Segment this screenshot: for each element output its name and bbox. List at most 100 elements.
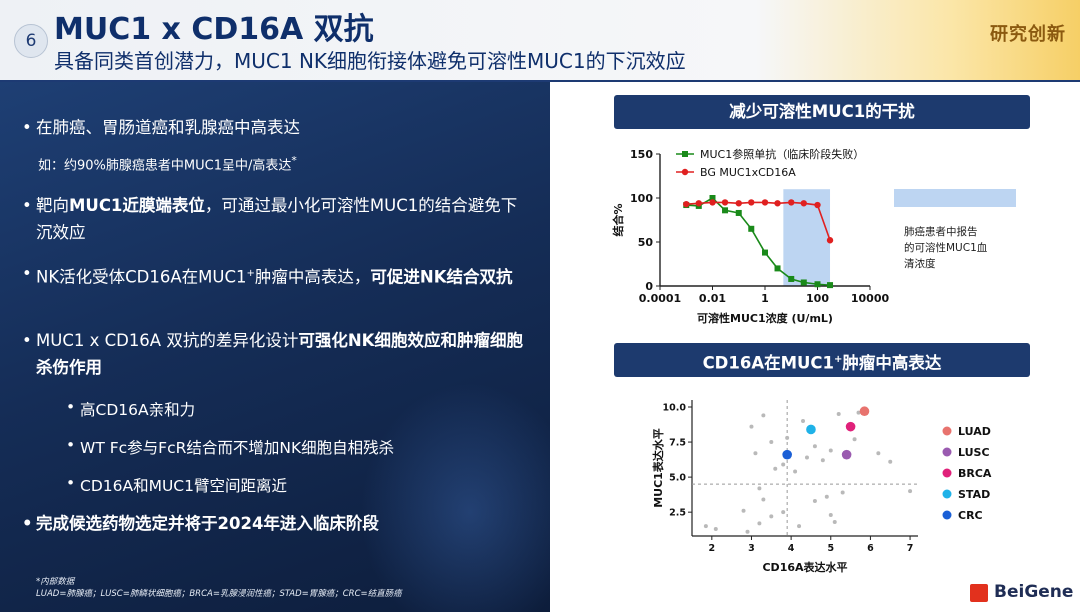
- data-point-square: [762, 249, 768, 256]
- bullet-text: 肿瘤中高表达，: [254, 267, 371, 287]
- note-superscript: *: [291, 154, 297, 167]
- band-legend-swatch: [894, 189, 1016, 207]
- header-divider: [0, 80, 1080, 82]
- legend-marker: [942, 489, 952, 499]
- data-point-square: [774, 265, 781, 272]
- chart2-heading-text: CD16A在MUC1: [702, 353, 835, 373]
- legend-label: BRCA: [958, 467, 992, 480]
- data-point-circle: [695, 200, 702, 207]
- legend-marker: [682, 151, 688, 157]
- tumor-type-point: [908, 489, 913, 494]
- tumor-type-point: [749, 424, 754, 429]
- x-axis-label: 可溶性MUC1浓度 (U/mL): [697, 311, 833, 325]
- bullet-dot: •: [66, 398, 76, 416]
- tumor-type-point: [840, 490, 845, 495]
- data-point-square: [748, 225, 755, 232]
- bullet-text-bold: MUC1近膜端表位: [69, 196, 205, 215]
- slide-title: MUC1 x CD16A 双抗: [54, 12, 374, 47]
- bullet-text: 完成候选药物选定并将于: [36, 514, 218, 533]
- x-tick-label: 4: [788, 543, 795, 554]
- tumor-type-point: [824, 494, 829, 499]
- y-axis-label: 结合%: [611, 203, 625, 237]
- note-text: 如：约90%肺腺癌患者中MUC1呈中/高表达: [38, 158, 292, 174]
- sub-bullet-affinity: • 高CD16A亲和力: [66, 398, 195, 420]
- bullet-dot: •: [22, 196, 32, 215]
- data-point-square: [800, 279, 807, 286]
- y-tick-label: 7.5: [669, 438, 686, 449]
- tumor-type-point: [761, 497, 766, 502]
- y-axis-label: MUC1表达水平: [651, 428, 665, 508]
- legend-label: BG MUC1xCD16A: [700, 166, 796, 179]
- tumor-type-point: [773, 466, 778, 471]
- legend-label: LUAD: [958, 425, 991, 438]
- tumor-type-point: [836, 412, 841, 417]
- tumor-type-point: [713, 526, 718, 531]
- slide-subtitle: 具备同类首创潜力，MUC1 NK细胞衔接体避免可溶性MUC1的下沉效应: [54, 49, 686, 73]
- data-point-circle: [800, 200, 807, 207]
- tumor-type-point: [769, 514, 774, 519]
- legend-marker: [942, 468, 952, 478]
- slide-number-badge: 6: [14, 24, 48, 58]
- tumor-type-point: [801, 419, 806, 424]
- highlight-point-stad: [806, 424, 816, 435]
- chart2-heading-superscript: +: [834, 354, 843, 365]
- tumor-type-point: [781, 462, 786, 467]
- bullet-design: • MUC1 x CD16A 双抗的差异化设计可强化NK细胞效应和肿瘤细胞杀伤作…: [22, 327, 526, 381]
- y-tick-label: 10.0: [663, 403, 687, 414]
- chart1-heading: 减少可溶性MUC1的干扰: [614, 95, 1030, 129]
- tumor-type-point: [820, 458, 825, 463]
- footnote-source: *内部数据: [36, 577, 75, 587]
- data-point-circle: [774, 200, 781, 207]
- tumor-type-point: [757, 521, 762, 526]
- highlight-point-luad: [859, 406, 870, 417]
- legend-label: MUC1参照单抗（临床阶段失败）: [700, 147, 864, 161]
- x-tick-label: 0.01: [699, 292, 726, 305]
- x-tick-label: 100: [806, 292, 829, 305]
- tumor-type-point: [852, 437, 857, 442]
- tumor-type-point: [888, 459, 893, 464]
- highlight-point-crc: [782, 449, 792, 460]
- highlight-point-brca: [845, 421, 856, 432]
- y-tick-label: 50: [638, 236, 654, 249]
- tumor-type-point: [832, 519, 837, 524]
- x-tick-label: 3: [748, 543, 755, 554]
- x-tick-label: 0.0001: [639, 292, 681, 305]
- bullet-text: 靶向: [36, 196, 69, 215]
- tumor-type-point: [781, 510, 786, 515]
- x-tick-label: 10000: [851, 292, 890, 305]
- legend-marker: [942, 447, 952, 457]
- bullet-dot: •: [66, 474, 76, 492]
- data-point-circle: [709, 199, 716, 206]
- expression-scatter-chart: 2.5 5.0 7.5 10.0 2 3 4 5 6 7 CD16A表达水平 MUC1表达水平 LUAD…: [651, 400, 992, 574]
- bullet-text: MUC1 x CD16A 双抗的差异化设计: [36, 331, 299, 350]
- binding-curve-chart: 0 50 100 150 0.0001 0.01 1 100 10000 可溶性MUC1浓度 (U…: [611, 147, 1016, 325]
- tumor-type-point: [785, 435, 790, 440]
- note-luad: 如：约90%肺腺癌患者中MUC1呈中/高表达*: [38, 154, 297, 173]
- tumor-type-point: [757, 486, 762, 491]
- bullet-text-bold: 可强化NK细胞效应: [298, 331, 441, 350]
- x-tick-label: 5: [827, 543, 834, 554]
- tumor-type-point: [703, 524, 708, 529]
- bullet-text-bold: 和肿瘤细胞杀伤作用: [36, 331, 523, 377]
- chart2-heading-text: 肿瘤中高表达: [842, 353, 942, 373]
- sub-bullet-fc: • WT Fc参与FcR结合而不增加NK细胞自相残杀: [66, 436, 394, 458]
- y-tick-label: 5.0: [669, 473, 686, 484]
- x-tick-label: 2: [709, 543, 716, 554]
- tumor-type-point: [804, 455, 809, 460]
- band-annotation-text: 肺癌患者中报告: [904, 225, 978, 238]
- tumor-type-point: [812, 444, 817, 449]
- data-point-circle: [826, 237, 834, 244]
- data-point-square: [788, 275, 795, 282]
- tumor-type-point: [828, 512, 833, 517]
- logo-text: BeiGene: [994, 582, 1074, 602]
- data-point-square: [735, 209, 742, 216]
- bullet-dot: •: [66, 436, 76, 454]
- highlight-point-lusc: [841, 449, 852, 460]
- data-point-square: [722, 207, 729, 214]
- bullet-cd16a: • NK活化受体CD16A在MUC1+肿瘤中高表达，可促进NK结合双抗: [22, 260, 526, 291]
- bullet-dot: •: [22, 514, 33, 533]
- legend-label: STAD: [958, 488, 990, 501]
- logo-mark-icon: [970, 584, 988, 602]
- bullet-dot: •: [22, 118, 32, 137]
- tumor-type-point: [745, 529, 750, 534]
